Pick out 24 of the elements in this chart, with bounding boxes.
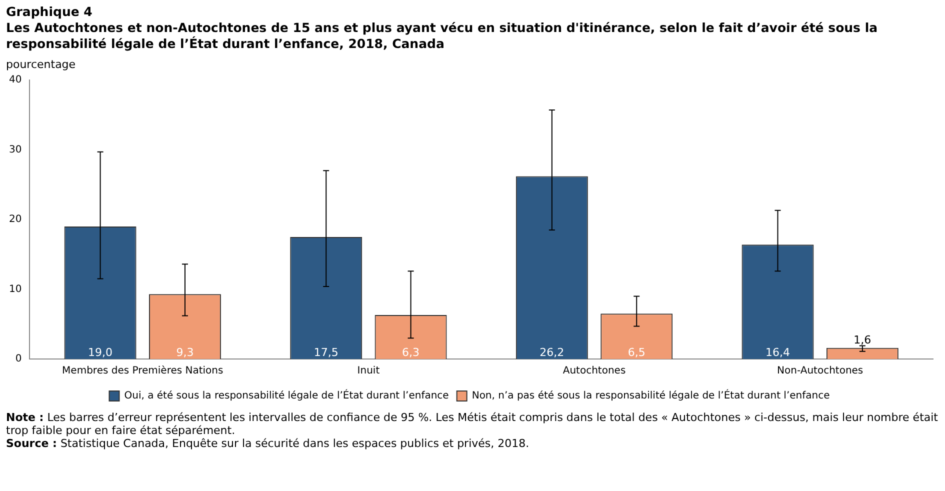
x-tick-label: Membres des Premières Nations [62,366,224,377]
data-label: 9,3 [176,346,194,359]
y-tick-label: 0 [15,354,22,365]
text: Note : Les barres d’erreur représentent les intervalles de confiance de 95 %. Les Métis était compris dans le total des « Autochtones » ci-dessus, mais leur nombre était trop faible pour en faire état séparément. [6,411,939,437]
data-label: 1,6 [854,334,872,347]
chart-subtitle: Les Autochtones et non-Autochtones de 15 ans et plus ayant vécu en situation d'itinérance, selon le fait d’avoir été sous la responsabilité légale de l’État durant l’enfance, 2018, Canada [6,20,879,52]
x-tick-label: Non-Autochtones [777,366,864,377]
chart-title: Graphique 4 [6,4,94,20]
x-tick-label: Autochtones [562,366,626,377]
data-label: 6,3 [402,346,420,359]
y-tick-label: 40 [8,74,22,86]
y-tick-label: 30 [8,144,22,156]
data-label: 19,0 [88,346,113,359]
data-label: 16,4 [766,346,790,359]
y-tick-label: 10 [8,284,22,295]
data-label: 26,2 [540,346,564,359]
data-label: 6,5 [628,346,646,359]
x-tick-label: Inuit [357,366,380,377]
legend-label: Oui, a été sous la responsabilité légale de l’État durant l’enfance [124,388,449,402]
legend-label: Non, n’a pas été sous la responsabilité légale de l’État durant l’enfance [472,388,830,402]
data-label: 17,5 [314,346,338,359]
y-tick-label: 20 [8,214,22,226]
y-axis-title: pourcentage [6,58,77,71]
source-note: Source : Statistique Canada, Enquête sur la sécurité dans les espaces publics et privés, 2018. [6,437,530,450]
